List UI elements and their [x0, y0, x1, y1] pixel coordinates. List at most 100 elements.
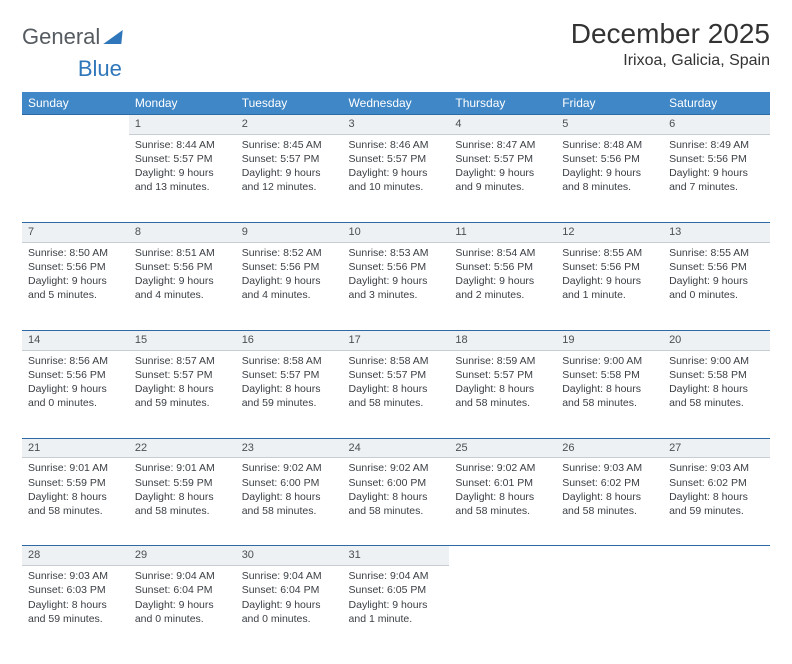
sunset-text: Sunset: 6:01 PM — [455, 476, 550, 490]
sunset-text: Sunset: 5:56 PM — [669, 152, 764, 166]
daylight-text: Daylight: 8 hours and 58 minutes. — [562, 382, 657, 410]
day-cell: Sunrise: 9:00 AMSunset: 5:58 PMDaylight:… — [556, 350, 663, 438]
day-number-cell: 14 — [22, 330, 129, 350]
daylight-text: Daylight: 9 hours and 7 minutes. — [669, 166, 764, 194]
day-cell-body: Sunrise: 8:59 AMSunset: 5:57 PMDaylight:… — [449, 351, 556, 417]
day-cell-body: Sunrise: 8:58 AMSunset: 5:57 PMDaylight:… — [343, 351, 450, 417]
day-cell: Sunrise: 9:04 AMSunset: 6:04 PMDaylight:… — [236, 566, 343, 654]
sunset-text: Sunset: 5:59 PM — [28, 476, 123, 490]
day-cell: Sunrise: 8:44 AMSunset: 5:57 PMDaylight:… — [129, 134, 236, 222]
day-cell-body: Sunrise: 9:00 AMSunset: 5:58 PMDaylight:… — [556, 351, 663, 417]
day-cell: Sunrise: 9:01 AMSunset: 5:59 PMDaylight:… — [22, 458, 129, 546]
day-number-row: 78910111213 — [22, 222, 770, 242]
daylight-text: Daylight: 8 hours and 58 minutes. — [349, 490, 444, 518]
day-cell-body: Sunrise: 8:55 AMSunset: 5:56 PMDaylight:… — [663, 243, 770, 309]
sunrise-text: Sunrise: 9:03 AM — [28, 569, 123, 583]
sunset-text: Sunset: 6:05 PM — [349, 583, 444, 597]
day-cell: Sunrise: 8:55 AMSunset: 5:56 PMDaylight:… — [663, 242, 770, 330]
sunrise-text: Sunrise: 8:44 AM — [135, 138, 230, 152]
day-cell-body: Sunrise: 8:53 AMSunset: 5:56 PMDaylight:… — [343, 243, 450, 309]
day-number-cell — [22, 115, 129, 135]
sunrise-text: Sunrise: 8:53 AM — [349, 246, 444, 260]
sunset-text: Sunset: 5:56 PM — [669, 260, 764, 274]
day-number-cell: 10 — [343, 222, 450, 242]
day-cell-body: Sunrise: 9:02 AMSunset: 6:01 PMDaylight:… — [449, 458, 556, 524]
sunset-text: Sunset: 5:58 PM — [669, 368, 764, 382]
day-number-cell: 22 — [129, 438, 236, 458]
day-cell-body: Sunrise: 8:50 AMSunset: 5:56 PMDaylight:… — [22, 243, 129, 309]
day-number-cell: 20 — [663, 330, 770, 350]
day-number-cell: 18 — [449, 330, 556, 350]
day-number-cell: 1 — [129, 115, 236, 135]
daylight-text: Daylight: 9 hours and 8 minutes. — [562, 166, 657, 194]
day-number-row: 21222324252627 — [22, 438, 770, 458]
sunrise-text: Sunrise: 8:55 AM — [669, 246, 764, 260]
weekday-header: Thursday — [449, 92, 556, 115]
day-cell-body: Sunrise: 8:52 AMSunset: 5:56 PMDaylight:… — [236, 243, 343, 309]
day-number-cell — [449, 546, 556, 566]
weekday-header: Wednesday — [343, 92, 450, 115]
sunset-text: Sunset: 6:02 PM — [669, 476, 764, 490]
daylight-text: Daylight: 9 hours and 12 minutes. — [242, 166, 337, 194]
day-cell: Sunrise: 9:03 AMSunset: 6:03 PMDaylight:… — [22, 566, 129, 654]
sunrise-text: Sunrise: 8:58 AM — [349, 354, 444, 368]
daylight-text: Daylight: 8 hours and 58 minutes. — [135, 490, 230, 518]
day-cell-body: Sunrise: 9:04 AMSunset: 6:04 PMDaylight:… — [129, 566, 236, 632]
brand-text-2: Blue — [78, 56, 122, 81]
day-cell: Sunrise: 8:48 AMSunset: 5:56 PMDaylight:… — [556, 134, 663, 222]
day-cell — [556, 566, 663, 654]
daylight-text: Daylight: 9 hours and 1 minute. — [562, 274, 657, 302]
day-cell-body: Sunrise: 9:03 AMSunset: 6:02 PMDaylight:… — [556, 458, 663, 524]
day-number-cell: 25 — [449, 438, 556, 458]
day-number-cell: 29 — [129, 546, 236, 566]
day-cell-body: Sunrise: 8:45 AMSunset: 5:57 PMDaylight:… — [236, 135, 343, 201]
sunset-text: Sunset: 6:00 PM — [349, 476, 444, 490]
sunset-text: Sunset: 5:56 PM — [242, 260, 337, 274]
daylight-text: Daylight: 8 hours and 58 minutes. — [455, 490, 550, 518]
sunrise-text: Sunrise: 8:47 AM — [455, 138, 550, 152]
sunrise-text: Sunrise: 8:50 AM — [28, 246, 123, 260]
sunset-text: Sunset: 6:04 PM — [135, 583, 230, 597]
sunset-text: Sunset: 5:57 PM — [455, 368, 550, 382]
day-number-cell: 19 — [556, 330, 663, 350]
title-block: December 2025 Irixoa, Galicia, Spain — [571, 18, 770, 70]
sunset-text: Sunset: 5:56 PM — [455, 260, 550, 274]
day-cell-body: Sunrise: 8:57 AMSunset: 5:57 PMDaylight:… — [129, 351, 236, 417]
day-cell: Sunrise: 8:46 AMSunset: 5:57 PMDaylight:… — [343, 134, 450, 222]
sunrise-text: Sunrise: 8:57 AM — [135, 354, 230, 368]
sunset-text: Sunset: 5:57 PM — [455, 152, 550, 166]
sunrise-text: Sunrise: 8:48 AM — [562, 138, 657, 152]
day-number-cell: 30 — [236, 546, 343, 566]
sunrise-text: Sunrise: 9:01 AM — [28, 461, 123, 475]
sunrise-text: Sunrise: 8:51 AM — [135, 246, 230, 260]
sunrise-text: Sunrise: 9:03 AM — [669, 461, 764, 475]
daylight-text: Daylight: 8 hours and 59 minutes. — [242, 382, 337, 410]
day-cell: Sunrise: 8:52 AMSunset: 5:56 PMDaylight:… — [236, 242, 343, 330]
sunrise-text: Sunrise: 9:01 AM — [135, 461, 230, 475]
daylight-text: Daylight: 8 hours and 58 minutes. — [669, 382, 764, 410]
day-cell-body: Sunrise: 9:02 AMSunset: 6:00 PMDaylight:… — [343, 458, 450, 524]
sunset-text: Sunset: 5:56 PM — [28, 368, 123, 382]
day-cell-body: Sunrise: 9:01 AMSunset: 5:59 PMDaylight:… — [129, 458, 236, 524]
sunset-text: Sunset: 6:00 PM — [242, 476, 337, 490]
day-number-cell: 3 — [343, 115, 450, 135]
day-number-cell: 5 — [556, 115, 663, 135]
day-number-cell: 16 — [236, 330, 343, 350]
day-cell-body: Sunrise: 9:01 AMSunset: 5:59 PMDaylight:… — [22, 458, 129, 524]
day-cell — [22, 134, 129, 222]
day-cell: Sunrise: 8:57 AMSunset: 5:57 PMDaylight:… — [129, 350, 236, 438]
day-cell: Sunrise: 8:49 AMSunset: 5:56 PMDaylight:… — [663, 134, 770, 222]
day-cell-body: Sunrise: 8:44 AMSunset: 5:57 PMDaylight:… — [129, 135, 236, 201]
day-cell: Sunrise: 8:45 AMSunset: 5:57 PMDaylight:… — [236, 134, 343, 222]
day-cell: Sunrise: 8:55 AMSunset: 5:56 PMDaylight:… — [556, 242, 663, 330]
day-cell-body: Sunrise: 9:04 AMSunset: 6:05 PMDaylight:… — [343, 566, 450, 632]
daylight-text: Daylight: 8 hours and 58 minutes. — [28, 490, 123, 518]
day-number-row: 14151617181920 — [22, 330, 770, 350]
sunrise-text: Sunrise: 9:04 AM — [135, 569, 230, 583]
sunrise-text: Sunrise: 8:46 AM — [349, 138, 444, 152]
day-cell: Sunrise: 9:02 AMSunset: 6:00 PMDaylight:… — [236, 458, 343, 546]
day-number-cell: 26 — [556, 438, 663, 458]
day-cell: Sunrise: 8:47 AMSunset: 5:57 PMDaylight:… — [449, 134, 556, 222]
day-cell: Sunrise: 9:01 AMSunset: 5:59 PMDaylight:… — [129, 458, 236, 546]
daylight-text: Daylight: 8 hours and 58 minutes. — [349, 382, 444, 410]
